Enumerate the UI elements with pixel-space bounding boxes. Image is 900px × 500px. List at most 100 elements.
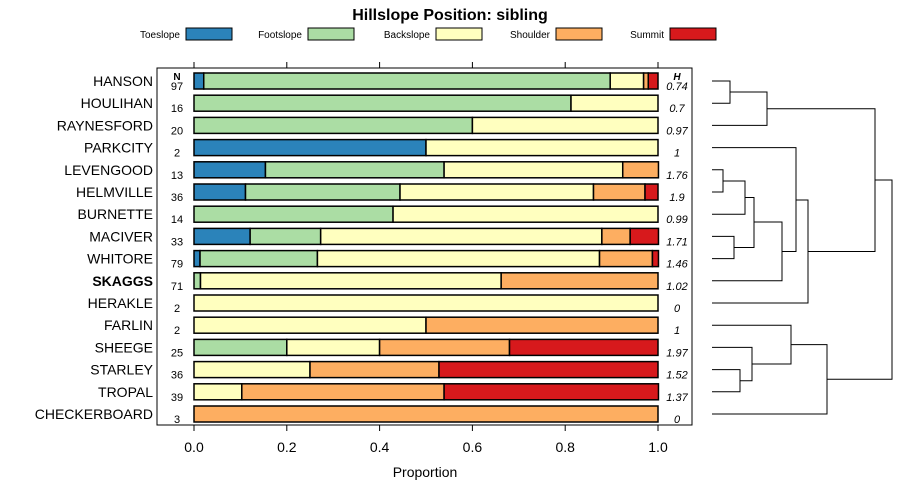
x-tick-label: 0.6 <box>463 439 483 455</box>
bar-segment-summit <box>644 183 659 201</box>
dendro-link <box>712 369 741 393</box>
h-value: 0.99 <box>666 214 687 226</box>
row-label: HOULIHAN <box>81 95 153 111</box>
h-value: 0 <box>674 303 681 315</box>
row-label: SKAGGS <box>92 273 153 289</box>
bar-segment-backslope <box>286 338 381 357</box>
n-value: 71 <box>171 281 183 293</box>
bar-row: RAYNESFORD 20 0.97 <box>57 116 689 137</box>
bar-segment-shoulder <box>601 227 631 246</box>
bar-segment-toeslope <box>193 161 267 179</box>
bar-segment-shoulder <box>500 272 659 290</box>
bar-segment-toeslope <box>193 249 201 268</box>
dendro-link <box>712 235 735 260</box>
dendro-link <box>712 221 783 282</box>
dendro-link <box>712 169 724 193</box>
bar-segment-footslope <box>199 249 319 268</box>
bar-segment-backslope <box>570 94 659 112</box>
dendro-link <box>827 179 893 380</box>
x-tick-label: 0.0 <box>184 439 204 455</box>
bar-segment-backslope <box>316 249 601 268</box>
dendro-link <box>767 108 876 252</box>
bar-segment-shoulder <box>193 405 659 423</box>
bar-segment-backslope <box>193 383 243 401</box>
legend-swatch <box>185 27 233 41</box>
row-label: FARLIN <box>104 317 153 333</box>
row-label: LEVENGOOD <box>64 162 153 178</box>
n-value: 33 <box>171 236 183 248</box>
bar-segment-footslope <box>249 227 322 246</box>
row-label: STARLEY <box>90 362 153 378</box>
bar-row: BURNETTE 14 0.99 <box>78 205 688 226</box>
bar-segment-footslope <box>202 72 611 90</box>
bar-segment-backslope <box>443 161 624 179</box>
legend-label: Footslope <box>258 30 302 41</box>
bar-segment-toeslope <box>193 227 251 246</box>
dendro-link <box>734 197 755 248</box>
h-value: 0.7 <box>669 103 685 115</box>
row-label: WHITORE <box>87 251 153 267</box>
n-value: 79 <box>171 259 183 271</box>
h-value: 1.71 <box>666 236 687 248</box>
bar-segment-summit <box>508 338 659 357</box>
legend: Toeslope Footslope Backslope Shoulder Summit <box>140 27 717 41</box>
chart-title: Hillslope Position: sibling <box>352 7 548 24</box>
bar-segment-summit <box>629 227 660 246</box>
row-label: PARKCITY <box>84 140 154 156</box>
bar-segment-backslope <box>193 316 427 334</box>
x-axis-label: Proportion <box>393 464 458 480</box>
dendro-link <box>712 80 731 104</box>
bar-segment-backslope <box>193 360 311 379</box>
bar-segment-summit <box>438 360 659 379</box>
bar-segment-toeslope <box>193 138 427 157</box>
dendro-link <box>712 344 828 415</box>
bar-row: SKAGGS 71 1.02 <box>92 272 688 293</box>
bar-segment-backslope <box>609 72 645 90</box>
bar-segment-backslope <box>471 116 659 135</box>
h-value: 1.9 <box>669 192 684 204</box>
bar-row: WHITORE 79 1.46 <box>87 249 689 271</box>
h-value: 1 <box>674 148 680 160</box>
row-label: RAYNESFORD <box>57 117 153 133</box>
bar-segment-footslope <box>244 183 401 201</box>
bar-segment-toeslope <box>193 72 205 90</box>
bar-row: HERAKLE 2 0 <box>88 294 681 315</box>
bar-row: MACIVER 33 1.71 <box>89 227 688 248</box>
bar-row: LEVENGOOD 13 1.76 <box>64 161 689 182</box>
bar-segment-toeslope <box>193 183 247 201</box>
legend-swatch <box>669 27 717 41</box>
bar-row: SHEEGE 25 1.97 <box>95 338 689 359</box>
bar-segment-footslope <box>193 272 202 290</box>
row-label: HANSON <box>93 73 153 89</box>
dendro-link <box>712 180 746 215</box>
bar-segment-summit <box>443 383 660 401</box>
n-value: 13 <box>171 170 183 182</box>
legend-swatch <box>435 27 483 41</box>
bar-segment-backslope <box>193 294 659 312</box>
bar-segment-summit <box>647 72 659 90</box>
bar-segment-shoulder <box>425 316 659 334</box>
n-value: 2 <box>174 303 180 315</box>
bar-row: TROPAL 39 1.37 <box>98 383 689 404</box>
bar-segment-backslope <box>319 227 603 246</box>
bar-row: HOULIHAN 16 0.7 <box>81 94 686 115</box>
x-tick-label: 1.0 <box>648 439 668 455</box>
bar-segment-shoulder <box>309 360 440 379</box>
row-label: CHECKERBOARD <box>35 406 153 422</box>
row-label: TROPAL <box>98 384 153 400</box>
row-label: HERAKLE <box>88 295 153 311</box>
bar-segment-backslope <box>392 205 659 223</box>
bar-segment-backslope <box>399 183 595 201</box>
bar-segment-shoulder <box>241 383 445 401</box>
legend-label: Backslope <box>384 30 431 41</box>
legend-swatch <box>307 27 355 41</box>
n-value: 97 <box>171 81 183 93</box>
dendro-link <box>712 91 768 126</box>
bar-segment-footslope <box>193 205 394 223</box>
bar-segment-footslope <box>193 116 474 135</box>
h-value: 1.97 <box>666 347 688 359</box>
bar-segment-shoulder <box>598 249 654 268</box>
bar-row: FARLIN 2 1 <box>104 316 680 337</box>
legend-swatch <box>555 27 603 41</box>
bar-segment-shoulder <box>592 183 646 201</box>
